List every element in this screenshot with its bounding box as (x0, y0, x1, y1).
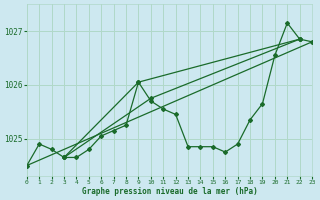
X-axis label: Graphe pression niveau de la mer (hPa): Graphe pression niveau de la mer (hPa) (82, 187, 257, 196)
